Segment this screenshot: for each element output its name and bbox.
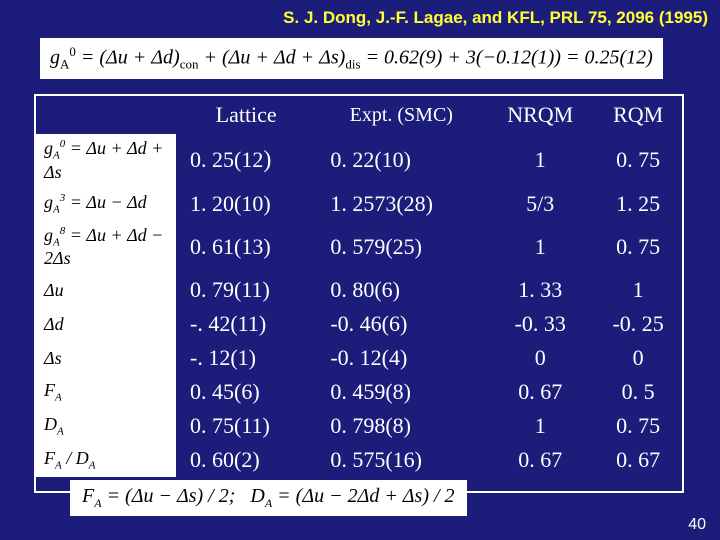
row-label: Δu bbox=[36, 273, 176, 307]
cell-expt: -0. 46(6) bbox=[316, 307, 486, 341]
cell-rqm: 1 bbox=[594, 273, 682, 307]
table-row: gA0 = Δu + Δd + Δs0. 25(12)0. 22(10)10. … bbox=[36, 134, 682, 187]
cell-nrqm: 0. 67 bbox=[486, 375, 594, 409]
cell-nrqm: -0. 33 bbox=[486, 307, 594, 341]
cell-nrqm: 0 bbox=[486, 341, 594, 375]
cell-expt: -0. 12(4) bbox=[316, 341, 486, 375]
cell-rqm: 0 bbox=[594, 341, 682, 375]
cell-nrqm: 5/3 bbox=[486, 187, 594, 221]
cell-expt: 0. 459(8) bbox=[316, 375, 486, 409]
row-label: Δs bbox=[36, 341, 176, 375]
row-label: gA0 = Δu + Δd + Δs bbox=[36, 134, 176, 187]
cell-lattice: 0. 25(12) bbox=[176, 134, 316, 187]
row-label: FA / DA bbox=[36, 443, 176, 477]
page-number: 40 bbox=[688, 516, 706, 534]
cell-expt: 0. 80(6) bbox=[316, 273, 486, 307]
cell-rqm: 0. 67 bbox=[594, 443, 682, 477]
equation-bottom: FA = (Δu − Δs) / 2; DA = (Δu − 2Δd + Δs)… bbox=[70, 480, 467, 516]
table-row: FA / DA0. 60(2)0. 575(16)0. 670. 67 bbox=[36, 443, 682, 477]
row-label: gA3 = Δu − Δd bbox=[36, 187, 176, 221]
table-row: Δd-. 42(11)-0. 46(6)-0. 33-0. 25 bbox=[36, 307, 682, 341]
col-header-nrqm: NRQM bbox=[486, 96, 594, 134]
cell-rqm: 0. 75 bbox=[594, 409, 682, 443]
row-label: Δd bbox=[36, 307, 176, 341]
citation-text: S. J. Dong, J.-F. Lagae, and KFL, PRL 75… bbox=[283, 8, 708, 28]
cell-lattice: 0. 61(13) bbox=[176, 221, 316, 274]
cell-lattice: -. 12(1) bbox=[176, 341, 316, 375]
table-row: Δs-. 12(1)-0. 12(4)00 bbox=[36, 341, 682, 375]
cell-nrqm: 1 bbox=[486, 409, 594, 443]
table-row: gA8 = Δu + Δd − 2Δs0. 61(13)0. 579(25)10… bbox=[36, 221, 682, 274]
cell-nrqm: 1 bbox=[486, 221, 594, 274]
cell-lattice: 0. 79(11) bbox=[176, 273, 316, 307]
data-table: Lattice Expt. (SMC) NRQM RQM gA0 = Δu + … bbox=[36, 96, 682, 491]
row-label: gA8 = Δu + Δd − 2Δs bbox=[36, 221, 176, 274]
cell-nrqm: 1. 33 bbox=[486, 273, 594, 307]
col-header-blank bbox=[36, 96, 176, 134]
cell-lattice: 0. 75(11) bbox=[176, 409, 316, 443]
cell-rqm: 0. 75 bbox=[594, 134, 682, 187]
cell-lattice: 1. 20(10) bbox=[176, 187, 316, 221]
cell-expt: 0. 575(16) bbox=[316, 443, 486, 477]
cell-expt: 0. 579(25) bbox=[316, 221, 486, 274]
cell-expt: 0. 798(8) bbox=[316, 409, 486, 443]
cell-nrqm: 1 bbox=[486, 134, 594, 187]
cell-lattice: 0. 45(6) bbox=[176, 375, 316, 409]
data-table-container: Lattice Expt. (SMC) NRQM RQM gA0 = Δu + … bbox=[34, 94, 684, 493]
table-row: FA0. 45(6)0. 459(8)0. 670. 5 bbox=[36, 375, 682, 409]
table-row: Δu0. 79(11)0. 80(6)1. 331 bbox=[36, 273, 682, 307]
col-header-rqm: RQM bbox=[594, 96, 682, 134]
table-row: DA0. 75(11)0. 798(8)10. 75 bbox=[36, 409, 682, 443]
cell-rqm: -0. 25 bbox=[594, 307, 682, 341]
row-label: DA bbox=[36, 409, 176, 443]
row-label: FA bbox=[36, 375, 176, 409]
col-header-expt: Expt. (SMC) bbox=[316, 96, 486, 134]
table-header-row: Lattice Expt. (SMC) NRQM RQM bbox=[36, 96, 682, 134]
table-row: gA3 = Δu − Δd1. 20(10)1. 2573(28)5/31. 2… bbox=[36, 187, 682, 221]
cell-expt: 1. 2573(28) bbox=[316, 187, 486, 221]
cell-nrqm: 0. 67 bbox=[486, 443, 594, 477]
equation-top: gA0 = (Δu + Δd)con + (Δu + Δd + Δs)dis =… bbox=[40, 38, 663, 79]
cell-expt: 0. 22(10) bbox=[316, 134, 486, 187]
cell-rqm: 0. 75 bbox=[594, 221, 682, 274]
cell-lattice: 0. 60(2) bbox=[176, 443, 316, 477]
cell-rqm: 1. 25 bbox=[594, 187, 682, 221]
cell-lattice: -. 42(11) bbox=[176, 307, 316, 341]
cell-rqm: 0. 5 bbox=[594, 375, 682, 409]
col-header-lattice: Lattice bbox=[176, 96, 316, 134]
